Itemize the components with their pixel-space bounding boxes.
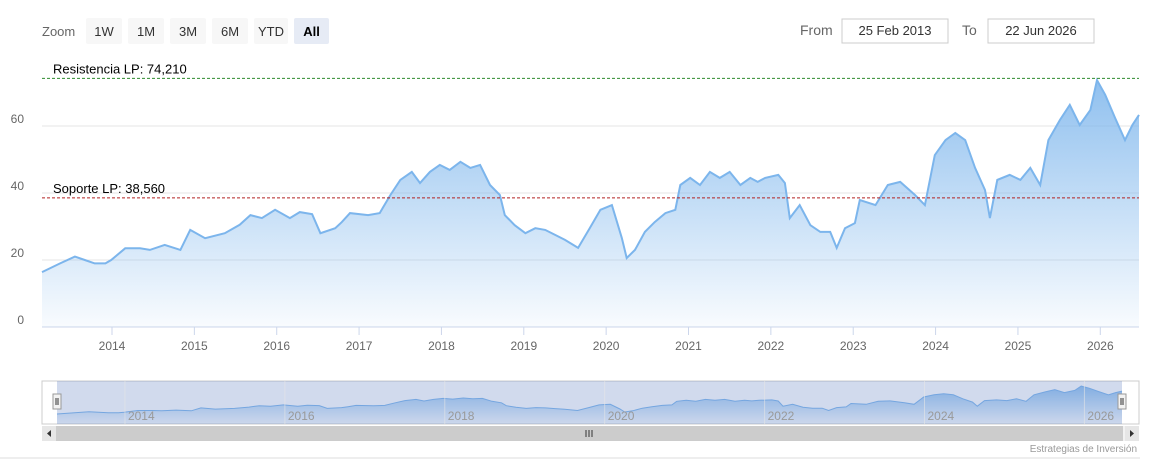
series-line bbox=[41, 77, 1140, 274]
x-tick-label: 2026 bbox=[1087, 339, 1114, 353]
x-tick-label: 2020 bbox=[593, 339, 620, 353]
to-input[interactable] bbox=[987, 18, 1095, 44]
zoom-button-label[interactable]: 1M bbox=[137, 24, 155, 39]
credits[interactable]: Estrategias de Inversión bbox=[1030, 444, 1137, 455]
from-label: From bbox=[800, 22, 833, 38]
from-value[interactable]: 25 Feb 2013 bbox=[858, 23, 931, 38]
y-tick-label: 20 bbox=[11, 246, 25, 260]
x-tick-label: 2015 bbox=[181, 339, 208, 353]
to-value[interactable]: 22 Jun 2026 bbox=[1005, 23, 1077, 38]
x-tick-label: 2021 bbox=[675, 339, 702, 353]
x-tick-label: 2023 bbox=[840, 339, 867, 353]
navigator-series-line bbox=[56, 385, 1123, 415]
zoom-button-label[interactable]: YTD bbox=[258, 24, 284, 39]
x-tick-label: 2022 bbox=[758, 339, 785, 353]
x-tick-label: 2025 bbox=[1005, 339, 1032, 353]
zoom-label: Zoom bbox=[42, 24, 75, 39]
navigator-tick-label: 2026 bbox=[1087, 409, 1114, 423]
x-tick-label: 2014 bbox=[99, 339, 126, 353]
plot-line-label: Resistencia LP: 74,210 bbox=[53, 61, 187, 76]
to-label: To bbox=[962, 22, 977, 38]
from-input[interactable] bbox=[841, 18, 949, 44]
navigator-tick-label: 2016 bbox=[288, 409, 315, 423]
arrow-left bbox=[47, 430, 51, 437]
navigator-tick-label: 2022 bbox=[768, 409, 795, 423]
x-tick-label: 2024 bbox=[922, 339, 949, 353]
navigator-tick-label: 2020 bbox=[608, 409, 635, 423]
x-tick-label: 2016 bbox=[263, 339, 290, 353]
navigator-mask bbox=[57, 381, 1122, 424]
zoom-button[interactable] bbox=[212, 18, 248, 44]
series-area bbox=[42, 80, 1139, 327]
zoom-button-label[interactable]: 3M bbox=[179, 24, 197, 39]
scrollbar-grip bbox=[585, 430, 593, 437]
zoom-button[interactable] bbox=[170, 18, 206, 44]
plot-line-label: Soporte LP: 38,560 bbox=[53, 181, 165, 196]
navigator-handle[interactable] bbox=[52, 393, 62, 410]
navigator-series-area bbox=[57, 386, 1122, 424]
zoom-button[interactable] bbox=[86, 18, 122, 44]
y-tick-label: 0 bbox=[17, 313, 24, 327]
y-tick-label: 40 bbox=[11, 179, 25, 193]
zoom-button-label[interactable]: 6M bbox=[221, 24, 239, 39]
arrow-right bbox=[1130, 430, 1134, 437]
zoom-button-label[interactable]: 1W bbox=[94, 24, 114, 39]
x-tick-label: 2018 bbox=[428, 339, 455, 353]
x-tick-label: 2017 bbox=[346, 339, 373, 353]
navigator-tick-label: 2014 bbox=[128, 409, 155, 423]
range-selector: Zoom From 25 Feb 2013 To 22 Jun 2026 bbox=[42, 18, 1095, 44]
x-tick-label: 2019 bbox=[510, 339, 537, 353]
zoom-button-label[interactable]: All bbox=[303, 24, 320, 39]
zoom-button[interactable] bbox=[294, 18, 329, 44]
zoom-button[interactable] bbox=[254, 18, 288, 44]
zoom-button[interactable] bbox=[128, 18, 164, 44]
y-tick-label: 60 bbox=[11, 112, 25, 126]
navigator-tick-label: 2024 bbox=[928, 409, 955, 423]
navigator-handle[interactable] bbox=[1117, 393, 1127, 410]
navigator-tick-label: 2018 bbox=[448, 409, 475, 423]
